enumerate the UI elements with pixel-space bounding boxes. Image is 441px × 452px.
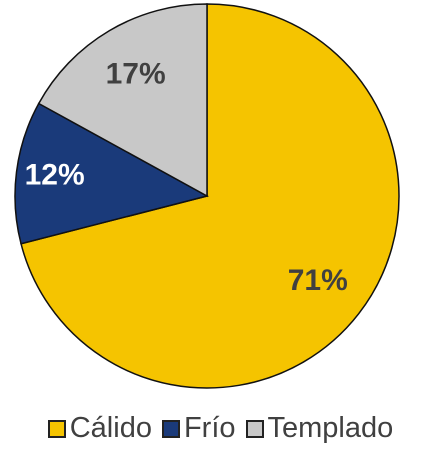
legend-item: Templado (245, 412, 394, 445)
legend-item: Frío (161, 412, 236, 445)
data-label: 17% (106, 57, 166, 90)
pie-slice (37, 3, 208, 198)
legend-item: Cálido (47, 412, 152, 445)
legend: Cálido Frío Templado (0, 412, 441, 445)
legend-swatch (47, 419, 66, 438)
data-label: 12% (25, 159, 85, 192)
legend-label: Frío (183, 412, 236, 444)
data-label: 71% (288, 264, 348, 297)
pie-slice (20, 3, 400, 389)
legend-label: Templado (267, 412, 394, 444)
legend-swatch (161, 419, 180, 438)
chart: 71% 12% 17% (14, 3, 400, 389)
pie-slice (14, 102, 210, 245)
legend-swatch (245, 419, 264, 438)
legend-label: Cálido (69, 412, 152, 444)
